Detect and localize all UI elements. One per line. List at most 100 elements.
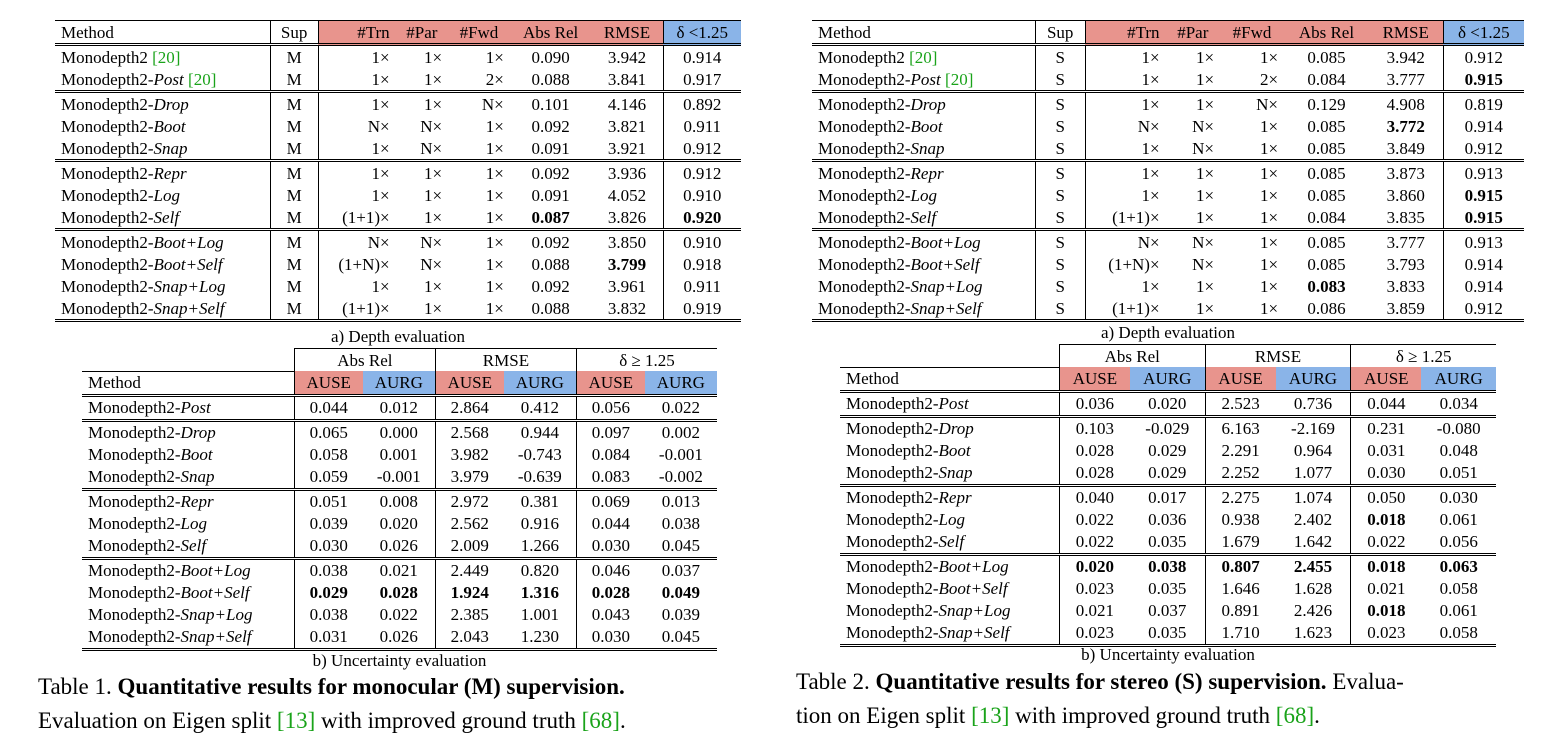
sup-value: M [286, 276, 302, 296]
fwd-value: 1× [1259, 232, 1279, 252]
metric-value: 1.679 [1221, 532, 1260, 551]
table1-unc-table: Abs Rel RMSE δ ≥ 1.25 Method AUSE AURG AUSE AUR… [82, 348, 717, 651]
metric-value: 0.022 [379, 605, 418, 624]
delta-value: 0.915 [1464, 185, 1503, 205]
table-row: Monodepth2-Log S 1× 1× 1× 0.085 3.860 0.915 [812, 184, 1524, 206]
absrel-value: 0.129 [1307, 94, 1346, 114]
method-cite[interactable]: [20] [909, 47, 938, 67]
absrel-value: 0.101 [531, 94, 570, 114]
aurg-cell: 1.074 [1275, 483, 1351, 509]
delta-value: 0.918 [683, 254, 722, 274]
aurg-cell: 0.026 [362, 625, 436, 651]
trn-value: (1+1)× [1112, 298, 1160, 318]
ause-cell: 0.043 [575, 603, 645, 626]
table-row: Monodepth2-Boot+Log 0.038 0.021 2.449 0.820 0… [82, 556, 717, 582]
absrel-value: 0.086 [1307, 298, 1346, 318]
group-header: δ ≥ 1.25 [575, 348, 717, 371]
method-base: Monodepth2- [88, 536, 181, 555]
ause-cell: 2.864 [434, 395, 504, 420]
method-variant: Repr [153, 163, 187, 183]
absrel-value: 0.085 [1307, 254, 1346, 274]
delta-value: 0.911 [683, 116, 722, 136]
trn-cell: 1× [1084, 90, 1166, 115]
sup-value: S [1055, 116, 1065, 136]
aurg-cell: 0.034 [1421, 391, 1496, 416]
metric-value: 0.063 [1439, 557, 1478, 576]
method-base: Monodepth2- [61, 116, 154, 136]
method-variant: Self [938, 532, 965, 551]
metric-value: 0.013 [661, 492, 700, 511]
method-cell: Monodepth2 [20] [812, 45, 1035, 69]
table1-depth-table: Method Sup #Trn #Par #Fwd Abs Rel RMSE δ <1.25 M… [55, 20, 741, 322]
table-row: Monodepth2-Self 0.022 0.035 1.679 1.642 0.022… [840, 530, 1496, 555]
sup-cell: S [1034, 44, 1086, 68]
par-value: N× [420, 254, 443, 274]
absrel-cell: 0.090 [510, 45, 592, 69]
method-cell: Monodepth2-Snap+Log [55, 275, 270, 297]
method-cite[interactable]: [20] [183, 69, 217, 89]
rmse-cell: 3.942 [1369, 45, 1443, 69]
column-header: AURG [1129, 367, 1206, 393]
table-row: Monodepth2-Snap+Self 0.023 0.035 1.710 1.623… [840, 621, 1496, 647]
header-row: Method AUSE AURG AUSE AURG AUSE AURG [840, 366, 1496, 393]
rmse-cell: 3.850 [591, 228, 663, 253]
aurg-cell: 0.035 [1130, 531, 1205, 555]
absrel-cell: 0.092 [509, 228, 592, 253]
trn-cell: 1× [1084, 159, 1166, 184]
aurg-cell: 0.028 [363, 582, 436, 604]
column-header: Method [55, 20, 271, 46]
absrel-cell: 0.091 [510, 137, 592, 161]
column-header: AURG [1421, 367, 1496, 393]
aurg-cell: 0.022 [645, 395, 717, 420]
trn-cell: 1× [1084, 275, 1166, 297]
table2-cite-13[interactable]: [13] [971, 703, 1010, 728]
metric-value: 0.058 [309, 445, 348, 464]
metric-value: 0.381 [520, 492, 559, 511]
ause-cell: 0.046 [575, 556, 645, 582]
metric-value: 0.021 [1075, 601, 1115, 620]
aurg-cell: -0.001 [363, 466, 436, 490]
metric-value: 0.061 [1439, 601, 1478, 620]
metric-value: 0.045 [661, 627, 700, 646]
method-base: Monodepth2- [61, 138, 154, 158]
table2-cite-68[interactable]: [68] [1275, 703, 1315, 728]
method-base: Monodepth2- [818, 232, 911, 252]
fwd-cell: 1× [1220, 275, 1284, 297]
rmse-value: 3.841 [607, 69, 647, 89]
method-variant: Repr [180, 492, 214, 511]
method-base: Monodepth2 [818, 47, 910, 67]
column-header: Abs Rel [1284, 20, 1369, 46]
rmse-value: 3.961 [607, 276, 647, 296]
metric-value: 0.035 [1148, 532, 1187, 551]
ause-cell: 0.807 [1204, 552, 1276, 578]
method-variant: Drop [938, 419, 974, 438]
sup-cell: M [269, 184, 319, 206]
method-cell: Monodepth2-Snap+Log [840, 600, 1059, 622]
table1-cite-13[interactable]: [13] [276, 708, 316, 733]
method-cell: Monodepth2-Boot [812, 115, 1035, 137]
fwd-value: 1× [485, 254, 504, 274]
table1-cite-68[interactable]: [68] [581, 708, 620, 733]
metric-value: 1.642 [1293, 532, 1333, 551]
ause-cell: 0.938 [1204, 508, 1276, 531]
delta-cell: 0.913 [1442, 159, 1524, 184]
par-cell: 1× [396, 68, 448, 92]
rmse-cell: 3.777 [1369, 68, 1443, 92]
fwd-value: 1× [485, 232, 504, 252]
fwd-value: 1× [1259, 298, 1279, 318]
ause-cell: 0.023 [1350, 621, 1422, 647]
sup-cell: M [269, 115, 319, 137]
metric-value: 2.523 [1221, 394, 1260, 413]
table-row: Monodepth2-Drop S 1× 1× N× 0.129 4.908 0.819 [812, 90, 1524, 115]
method-cite[interactable]: [20] [152, 47, 181, 67]
method-base: Monodepth2- [846, 441, 939, 460]
column-header: δ <1.25 [1442, 20, 1524, 46]
fwd-value: 2× [485, 69, 504, 89]
column-header: Method [840, 366, 1060, 393]
trn-value: (1+1)× [342, 207, 390, 227]
metric-value: -0.029 [1145, 419, 1190, 438]
metric-value: 0.051 [309, 492, 348, 511]
table-row: Monodepth2-Boot 0.028 0.029 2.291 0.964 0.031… [840, 439, 1496, 462]
aurg-cell: 0.037 [1130, 600, 1205, 622]
method-cite[interactable]: [20] [940, 69, 974, 89]
